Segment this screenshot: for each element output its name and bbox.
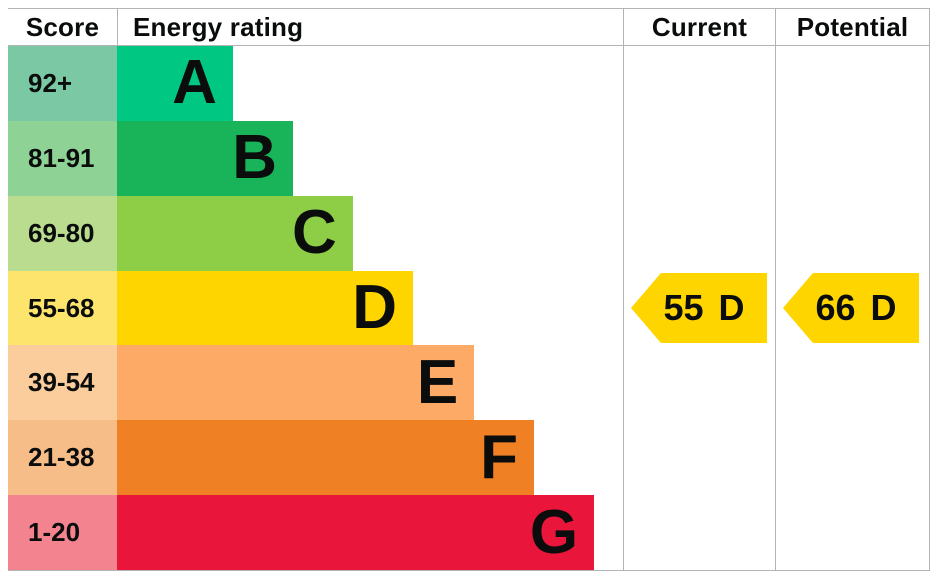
band-letter: D	[352, 273, 397, 342]
band-score-range: 1-20	[8, 495, 117, 571]
band-row: 92+ A	[8, 46, 930, 121]
rating-letter: D	[870, 287, 897, 328]
band-bar: F	[117, 420, 534, 496]
potential-cell	[775, 46, 930, 121]
current-cell	[623, 195, 775, 271]
current-cell: 55 D	[623, 270, 775, 346]
band-score-range: 39-54	[8, 345, 117, 421]
band-row: 39-54 E	[8, 345, 930, 421]
potential-cell	[775, 345, 930, 421]
potential-cell	[775, 195, 930, 271]
band-score-range: 55-68	[8, 270, 117, 346]
current-cell	[623, 345, 775, 421]
band-bar-area: A	[117, 46, 623, 121]
band-letter: C	[292, 198, 337, 268]
score-column-header: Score	[25, 11, 100, 42]
band-letter: E	[416, 347, 459, 417]
potential-cell	[775, 120, 930, 196]
current-column-header: Current	[623, 9, 775, 45]
band-bar-area: G	[117, 495, 623, 571]
band-letter: G	[529, 497, 579, 567]
band-rows-container: 92+ A 81-91 B 69-80 C 55-68	[8, 46, 930, 571]
band-score-range: 81-91	[8, 120, 117, 196]
band-score-range: 92+	[8, 46, 117, 121]
band-bar-area: E	[117, 345, 623, 421]
band-bar: B	[117, 120, 294, 196]
current-cell	[623, 420, 775, 496]
band-letter: B	[232, 123, 278, 193]
band-bar: A	[117, 46, 233, 121]
band-bar: G	[117, 495, 595, 571]
band-letter: F	[480, 422, 518, 492]
epc-table: Score Energy rating Current Potential 92…	[8, 8, 930, 572]
band-bar-area: D	[117, 270, 623, 346]
current-rating-arrow: 55 D	[631, 273, 767, 343]
rating-letter: D	[718, 287, 745, 328]
band-bar-area: C	[117, 195, 623, 271]
band-bar: E	[117, 345, 475, 421]
current-cell	[623, 120, 775, 196]
rating-score-value: 55	[663, 287, 704, 328]
band-row: 55-68 D 55 D 66 D	[8, 270, 930, 346]
current-cell	[623, 46, 775, 121]
band-bar: C	[117, 195, 353, 271]
band-row: 81-91 B	[8, 120, 930, 196]
band-bar-area: F	[117, 420, 623, 496]
potential-cell	[775, 420, 930, 496]
energy-rating-column-header: Energy rating	[117, 9, 623, 45]
band-row: 69-80 C	[8, 195, 930, 271]
current-cell	[623, 495, 775, 571]
rating-score-value: 66	[815, 287, 856, 328]
potential-cell	[775, 495, 930, 571]
potential-rating-arrow: 66 D	[783, 273, 919, 343]
potential-cell: 66 D	[775, 270, 930, 346]
band-row: 21-38 F	[8, 420, 930, 496]
band-score-range: 69-80	[8, 195, 117, 271]
band-score-range: 21-38	[8, 420, 117, 496]
band-bar: D	[117, 270, 413, 346]
band-letter: A	[172, 48, 217, 118]
band-row: 1-20 G	[8, 495, 930, 571]
table-header-row: Score Energy rating Current Potential	[8, 9, 930, 46]
band-bar-area: B	[117, 120, 623, 196]
potential-column-header: Potential	[775, 9, 930, 45]
